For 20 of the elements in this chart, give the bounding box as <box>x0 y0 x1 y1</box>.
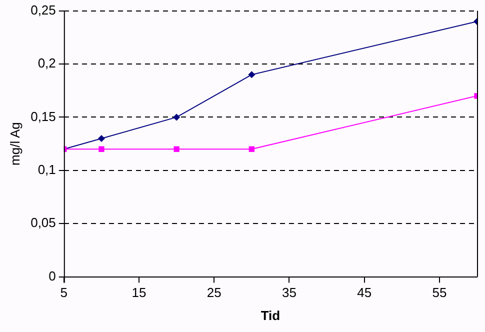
y-tick-label: 0,1 <box>38 162 56 177</box>
point <box>248 146 254 152</box>
point <box>248 71 256 78</box>
x-tick-label: 15 <box>132 285 146 300</box>
x-axis-title: Tid <box>260 308 280 323</box>
x-tick-label: 35 <box>282 285 296 300</box>
y-axis-title: mg/l Ag <box>7 122 22 166</box>
y-tick-label: 0,25 <box>30 2 56 18</box>
point <box>98 146 104 152</box>
x-tick-label: 5 <box>60 285 68 300</box>
point <box>98 134 105 142</box>
point <box>174 146 180 152</box>
point <box>173 114 180 121</box>
y-tick-label: 0,2 <box>38 56 56 71</box>
y-tick-label: 0,15 <box>30 108 56 124</box>
y-tick-label: 0 <box>48 268 56 284</box>
y-tick-label: 0,05 <box>30 215 56 230</box>
x-tick-label: 25 <box>206 285 222 300</box>
x-tick-label: 45 <box>357 285 372 300</box>
x-tick-label: 55 <box>432 285 447 300</box>
